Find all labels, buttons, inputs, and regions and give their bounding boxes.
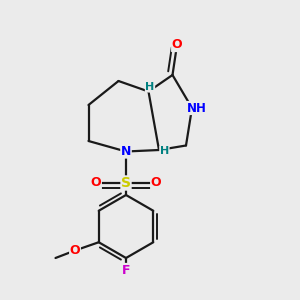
- Text: O: O: [91, 176, 101, 190]
- Text: NH: NH: [187, 101, 206, 115]
- Text: F: F: [122, 263, 130, 277]
- Text: S: S: [121, 176, 131, 190]
- Text: O: O: [70, 244, 80, 257]
- Text: N: N: [121, 145, 131, 158]
- Text: O: O: [172, 38, 182, 52]
- Text: H: H: [160, 146, 169, 157]
- Text: O: O: [151, 176, 161, 190]
- Text: H: H: [146, 82, 154, 92]
